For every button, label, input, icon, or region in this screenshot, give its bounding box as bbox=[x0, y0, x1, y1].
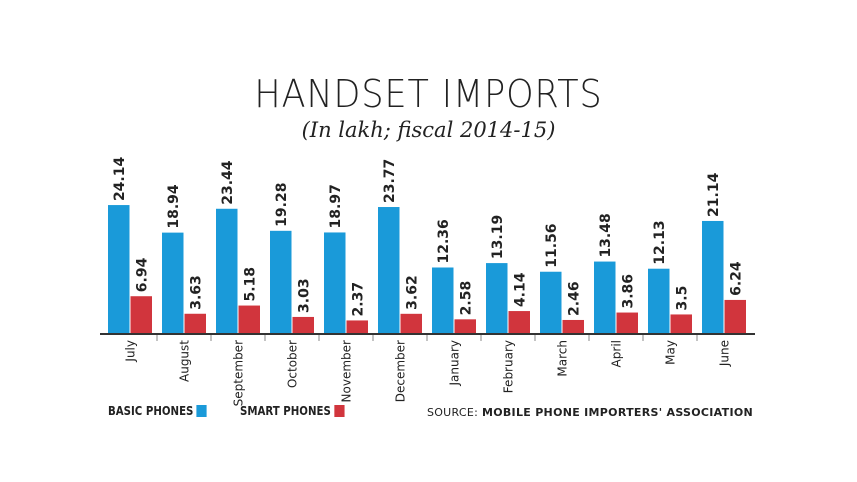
x-tick-label: December bbox=[394, 340, 408, 402]
data-label: 4.14 bbox=[512, 272, 528, 307]
x-tick-label: November bbox=[340, 340, 354, 402]
data-label: 6.94 bbox=[134, 257, 150, 292]
bar-smart-february bbox=[508, 311, 530, 333]
bar-basic-november bbox=[324, 232, 346, 333]
data-label: 12.13 bbox=[652, 220, 668, 264]
x-tick-label: March bbox=[556, 340, 570, 377]
legend-swatch bbox=[334, 405, 345, 417]
x-tick-label: June bbox=[718, 340, 732, 367]
bar-smart-march bbox=[562, 319, 584, 333]
x-tick-label: July bbox=[124, 340, 138, 363]
bar-basic-april bbox=[594, 261, 616, 333]
data-label: 12.36 bbox=[436, 219, 452, 263]
bar-basic-september bbox=[216, 208, 238, 333]
bar-basic-december bbox=[378, 207, 400, 333]
x-tick-label: August bbox=[178, 340, 192, 382]
data-label: 3.03 bbox=[296, 278, 312, 313]
data-label: 2.58 bbox=[458, 281, 474, 316]
data-label: 19.28 bbox=[274, 183, 290, 227]
data-label: 6.24 bbox=[728, 261, 744, 296]
bar-smart-june bbox=[724, 299, 746, 333]
bar-smart-august bbox=[184, 313, 206, 333]
data-label: 3.62 bbox=[404, 275, 420, 310]
legend-label: SMART PHONES bbox=[240, 404, 331, 418]
x-tick-label: September bbox=[232, 340, 246, 406]
source-label: SOURCE: bbox=[426, 406, 479, 419]
data-label: 11.56 bbox=[544, 223, 560, 267]
data-label: 18.97 bbox=[328, 184, 344, 228]
data-label: 2.46 bbox=[566, 281, 582, 316]
bar-basic-february bbox=[486, 263, 508, 333]
x-tick-label: October bbox=[286, 340, 300, 388]
chart-subtitle: (In lakh; fiscal 2014-15) bbox=[301, 118, 556, 142]
bar-basic-july bbox=[108, 205, 130, 333]
data-label: 23.77 bbox=[382, 159, 398, 203]
legend: BASIC PHONES SMART PHONES SOURCE: MOBILE… bbox=[108, 404, 753, 424]
bar-basic-march bbox=[540, 271, 562, 333]
bar-smart-october bbox=[292, 316, 314, 333]
bar-basic-june bbox=[702, 220, 724, 333]
source-note: SOURCE: MOBILE PHONE IMPORTERS' ASSOCIAT… bbox=[427, 406, 753, 419]
source-text: MOBILE PHONE IMPORTERS' ASSOCIATION bbox=[481, 406, 753, 419]
data-label: 24.14 bbox=[112, 157, 128, 202]
x-tick-label: February bbox=[502, 340, 516, 393]
data-label: 3.5 bbox=[674, 286, 690, 311]
bar-smart-november bbox=[346, 320, 368, 333]
data-label: 13.19 bbox=[490, 215, 506, 259]
bar-basic-october bbox=[270, 230, 292, 333]
data-label: 18.94 bbox=[166, 184, 182, 229]
legend-label: BASIC PHONES bbox=[108, 404, 194, 418]
bar-smart-september bbox=[238, 305, 260, 333]
bar-basic-august bbox=[162, 232, 184, 333]
legend-item-smart: SMART PHONES bbox=[240, 404, 345, 418]
data-label: 2.37 bbox=[350, 282, 366, 317]
bar-basic-may bbox=[648, 268, 670, 333]
data-label: 5.18 bbox=[242, 267, 258, 302]
data-label: 23.44 bbox=[220, 160, 236, 205]
bar-smart-july bbox=[130, 296, 152, 333]
chart-title: HANDSET IMPORTS bbox=[254, 72, 603, 116]
legend-swatch bbox=[196, 405, 207, 417]
data-label: 3.63 bbox=[188, 275, 204, 310]
data-label: 21.14 bbox=[706, 172, 722, 217]
x-tick-label: April bbox=[610, 340, 624, 367]
legend-item-basic: BASIC PHONES bbox=[108, 404, 207, 418]
bar-smart-april bbox=[616, 312, 638, 333]
data-label: 13.48 bbox=[598, 213, 614, 257]
x-tick-label: May bbox=[664, 340, 678, 365]
data-label: 3.86 bbox=[620, 274, 636, 309]
bar-basic-january bbox=[432, 267, 454, 333]
bar-smart-december bbox=[400, 313, 422, 333]
x-tick-label: January bbox=[448, 340, 462, 387]
bar-smart-january bbox=[454, 319, 476, 333]
bar-smart-may bbox=[670, 314, 692, 333]
